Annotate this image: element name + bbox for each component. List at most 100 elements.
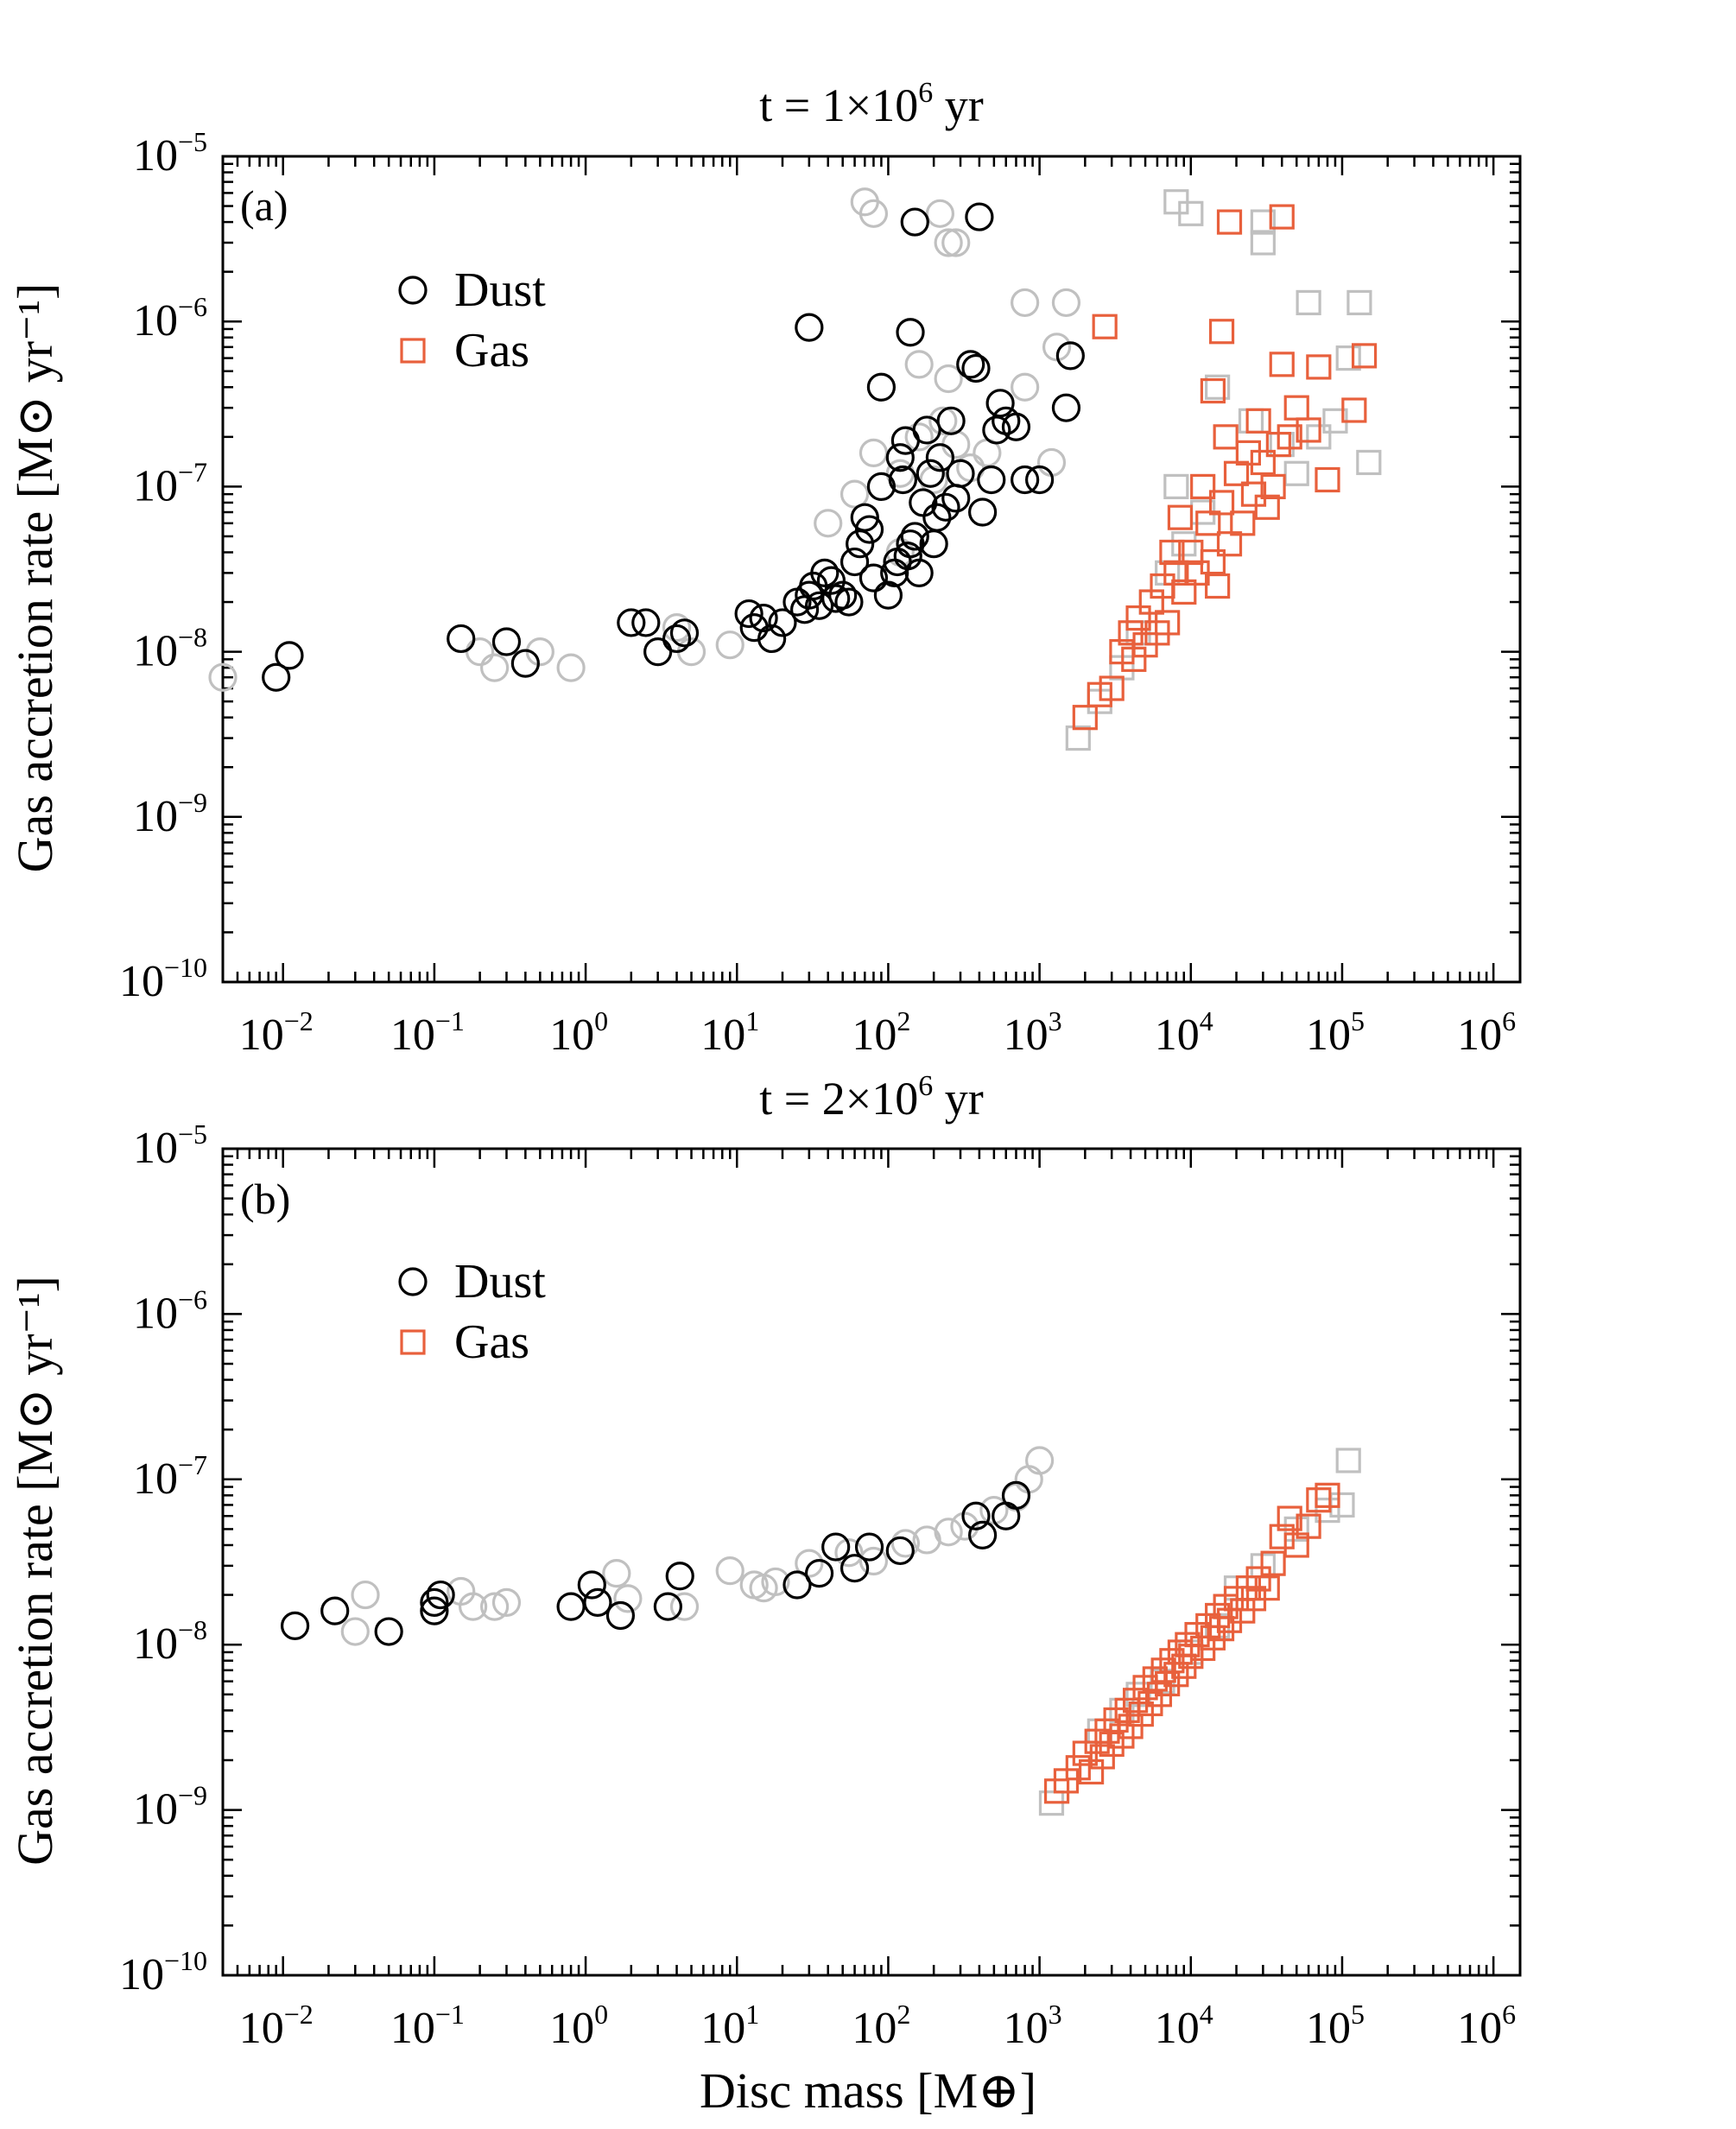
data-point: [1245, 1566, 1271, 1592]
data-point: [1269, 1524, 1295, 1549]
x-tick-label: 103: [1004, 1999, 1062, 2053]
legend-label: Dust: [454, 1255, 546, 1308]
data-point: [1329, 1492, 1355, 1518]
x-tick-label: 100: [549, 1999, 608, 2053]
y-ticks: [223, 1147, 1520, 1977]
data-point: [1269, 204, 1295, 230]
data-point: [1296, 289, 1321, 316]
data-point: [749, 603, 778, 633]
x-tick-label: 106: [1457, 1999, 1516, 2053]
data-point: [1250, 449, 1276, 476]
data-point: [956, 350, 985, 379]
data-point: [1254, 494, 1280, 520]
data-point: [761, 1567, 790, 1597]
data-point: [1171, 579, 1197, 605]
data-point: [715, 1556, 744, 1586]
data-point: [885, 1536, 915, 1566]
y-axis-label: Gas accretion rate [M⊙ yr⁻¹]: [7, 283, 63, 873]
data-point: [1065, 1755, 1091, 1781]
y-ticks: [223, 155, 1520, 984]
data-point: [834, 1538, 864, 1568]
x-tick-label: 10−1: [390, 1005, 465, 1060]
panel-tag: (b): [240, 1175, 290, 1223]
data-point: [850, 503, 879, 532]
data-point: [1178, 200, 1204, 226]
data-point: [1216, 209, 1243, 235]
data-point: [795, 1549, 824, 1578]
data-point: [925, 443, 955, 472]
data-point: [491, 1587, 522, 1617]
data-point: [1223, 460, 1250, 486]
data-point: [1315, 1482, 1340, 1508]
data-point: [888, 465, 918, 495]
data-point: [1208, 319, 1235, 345]
data-point: [1001, 412, 1031, 441]
data-point: [1245, 408, 1271, 434]
data-point: [1296, 417, 1321, 443]
x-tick-label: 104: [1155, 1005, 1213, 1060]
legend: Dust Gas: [398, 263, 546, 377]
data-point: [1216, 531, 1243, 557]
data-point: [1250, 209, 1276, 235]
data-point: [1195, 510, 1221, 536]
data-point: [885, 443, 915, 472]
data-point: [1055, 341, 1085, 371]
data-point: [617, 608, 646, 637]
data-point: [904, 422, 934, 452]
y-tick-label: 10−7: [133, 456, 207, 510]
data-point: [1306, 1487, 1332, 1513]
data-point: [1167, 504, 1194, 530]
legend: Dust Gas: [398, 1255, 546, 1369]
x-tick-label: 106: [1457, 1005, 1516, 1060]
x-axis-label: Disc mass [M⊕]: [700, 2062, 1036, 2119]
data-point: [1306, 354, 1332, 380]
data-point: [1011, 465, 1040, 495]
data-point: [1099, 675, 1125, 701]
data-point: [904, 350, 934, 379]
y-tick-label: 10−5: [133, 126, 207, 181]
data-point: [839, 547, 870, 577]
data-point: [1014, 1465, 1043, 1494]
data-point: [1208, 490, 1235, 516]
data-point: [821, 1532, 851, 1562]
data-point: [900, 522, 929, 551]
chart-title: t = 2×106 yr: [759, 1070, 983, 1125]
data-point: [941, 228, 971, 257]
data-point: [1235, 440, 1261, 466]
data-point: [669, 618, 700, 648]
data-point: [946, 459, 975, 488]
data-point: [1240, 481, 1267, 507]
data-point: [934, 1518, 963, 1547]
data-point: [426, 1580, 455, 1610]
data-point: [605, 1600, 636, 1631]
x-tick-label: 105: [1306, 1999, 1365, 2053]
legend-label: Dust: [454, 263, 546, 317]
data-point: [491, 627, 522, 656]
data-point: [1011, 372, 1040, 402]
data-point: [1205, 374, 1231, 400]
data-point: [1356, 449, 1382, 476]
data-point: [1190, 473, 1216, 500]
markers: [208, 187, 1382, 751]
data-point: [653, 1592, 682, 1621]
y-tick-label: 10−8: [133, 622, 207, 676]
data-point: [934, 228, 963, 257]
data-point: [900, 207, 929, 237]
chart-title: t = 1×106 yr: [759, 77, 983, 131]
legend-marker: [398, 1267, 428, 1296]
data-point: [873, 580, 903, 610]
data-point: [613, 1584, 643, 1613]
x-tick-label: 105: [1306, 1005, 1365, 1060]
x-tick-label: 102: [852, 1005, 910, 1060]
data-point: [662, 624, 692, 654]
data-point: [1051, 288, 1081, 318]
panel-a: t = 1×106 yr 10−2 10−1 100 101 102 103 104 105 10…: [7, 77, 1522, 1060]
data-point: [1283, 460, 1309, 486]
y-tick-label: 10−6: [133, 1283, 207, 1338]
y-tick-label: 10−10: [119, 1945, 207, 1999]
data-point: [602, 1559, 631, 1588]
legend-label: Gas: [454, 324, 529, 377]
series-gas-previous-epoch-: [1065, 189, 1382, 751]
data-point: [922, 503, 952, 532]
data-point: [340, 1617, 370, 1646]
